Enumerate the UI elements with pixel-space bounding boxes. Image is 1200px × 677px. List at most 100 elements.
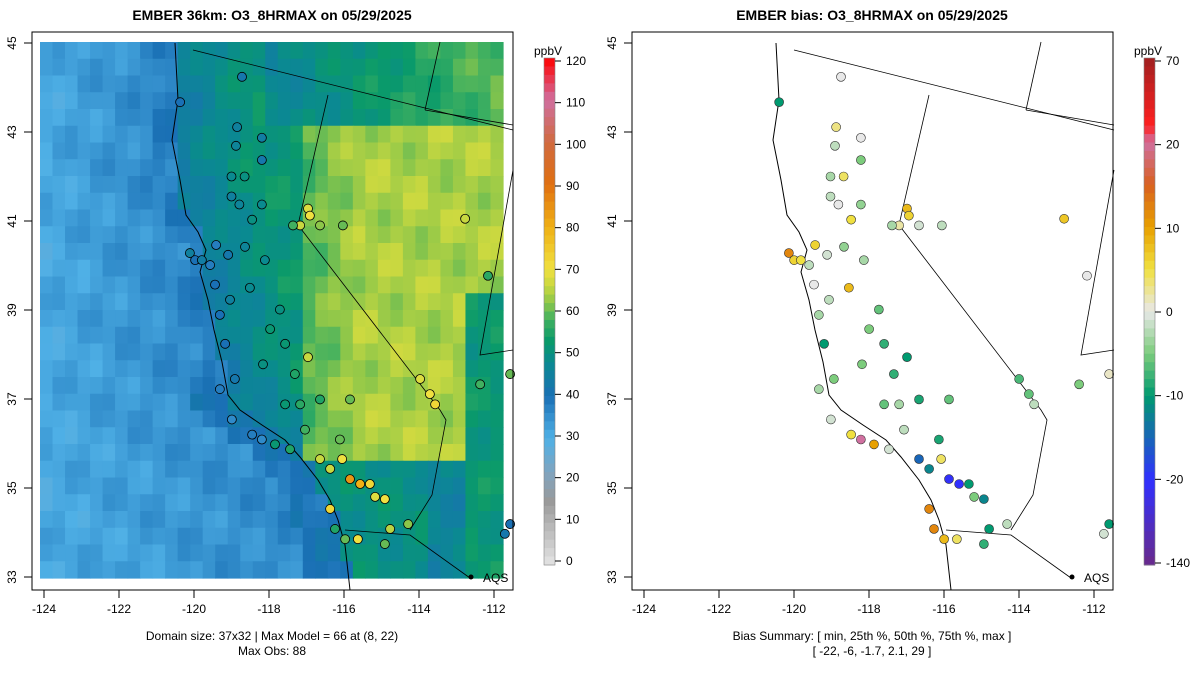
grid-cell [152,109,166,127]
grid-cell [477,410,492,428]
grid-cell [265,360,279,378]
grid-cell [40,192,54,211]
grid-cell [265,310,279,328]
grid-cell [102,544,116,562]
colorbar-segment [544,108,555,118]
grid-cell [140,209,154,227]
grid-cell [365,243,379,261]
grid-cell [115,427,129,445]
station-obs [430,399,441,410]
grid-cell [365,42,379,60]
grid-cell [252,109,266,127]
grid-cell [490,561,504,579]
grid-cell [65,259,79,278]
grid-cell [165,444,179,462]
y-tick-label: 37 [5,392,19,406]
grid-cell [165,360,179,378]
grid-cell [77,75,91,93]
grid-cell [215,427,229,445]
grid-cell [40,125,54,144]
grid-cell [127,477,141,495]
grid-cell [127,276,141,294]
grid-cell [377,477,391,495]
grid-cell [415,75,429,93]
station-bias [936,454,946,464]
grid-cell [265,92,279,110]
colorbar-segment [1144,108,1155,118]
grid-cell [377,561,391,579]
grid-cell [290,511,304,529]
grid-cell [252,527,266,546]
grid-cell [152,142,166,160]
grid-cell [65,377,79,395]
station-obs [288,220,298,231]
grid-cell [290,477,304,495]
grid-cell [427,243,442,261]
grid-cell [65,360,79,378]
station-obs [280,399,291,410]
station-bias [819,339,829,349]
grid-cell [40,259,54,278]
grid-cell [465,544,479,562]
grid-cell [140,427,154,445]
grid-cell [465,326,479,345]
grid-cell [402,192,417,211]
grid-cell [315,42,329,60]
grid-cell [202,92,216,110]
grid-cell [115,293,129,311]
grid-cell [190,192,204,211]
grid-cell [152,477,166,495]
grid-cell [315,460,329,479]
grid-cell [440,58,454,77]
grid-cell [190,310,204,328]
grid-cell [340,343,354,361]
grid-cell [115,109,129,127]
colorbar-segment [1144,294,1155,304]
colorbar-segment [544,353,555,363]
station-obs [256,155,267,165]
grid-cell [277,544,291,562]
state-border [297,94,447,531]
grid-cell [327,310,341,328]
grid-cell [165,511,179,529]
grid-cell [265,276,279,294]
grid-cell [327,360,341,378]
grid-cell [440,377,454,395]
grid-cell [102,142,116,160]
grid-cell [265,460,279,479]
colorbar-segment [1144,345,1155,355]
grid-cell [102,109,116,127]
grid-cell [140,494,154,512]
colorbar-segment [1144,328,1155,338]
station-obs [226,414,237,425]
grid-cell [102,393,116,412]
station-bias [904,210,914,221]
grid-cell [90,410,104,428]
grid-cell [390,125,404,144]
grid-cell [65,42,79,60]
colorbar-segment [544,514,555,524]
grid-cell [315,192,329,211]
grid-cell [340,42,354,60]
grid-cell [77,259,91,278]
grid-cell [290,125,304,144]
grid-cell [390,544,404,562]
grid-cell [115,192,129,211]
grid-cell [165,159,179,177]
grid-cell [202,159,216,177]
grid-cell [377,159,391,177]
station-obs [265,324,276,335]
axes: -124 -122 -120 -118 -116 -114 -112 33 35 37 39 41 43… [605,31,1114,616]
colorbar-segment [544,167,555,177]
colorbar: 0 10 20 30 40 50 60 70 80 90 100 110 120 [543,54,586,568]
colorbar-segment [1144,548,1155,558]
grid-cell [140,42,154,60]
grid-cell [490,477,504,495]
colorbar-tick-label: -140 [1166,556,1190,570]
grid-cell [427,310,442,328]
colorbar-segment [544,252,555,262]
colorbar-segment [1144,421,1155,431]
grid-cell [427,192,442,211]
grid-cell [115,444,129,462]
grid-cell [377,209,391,227]
